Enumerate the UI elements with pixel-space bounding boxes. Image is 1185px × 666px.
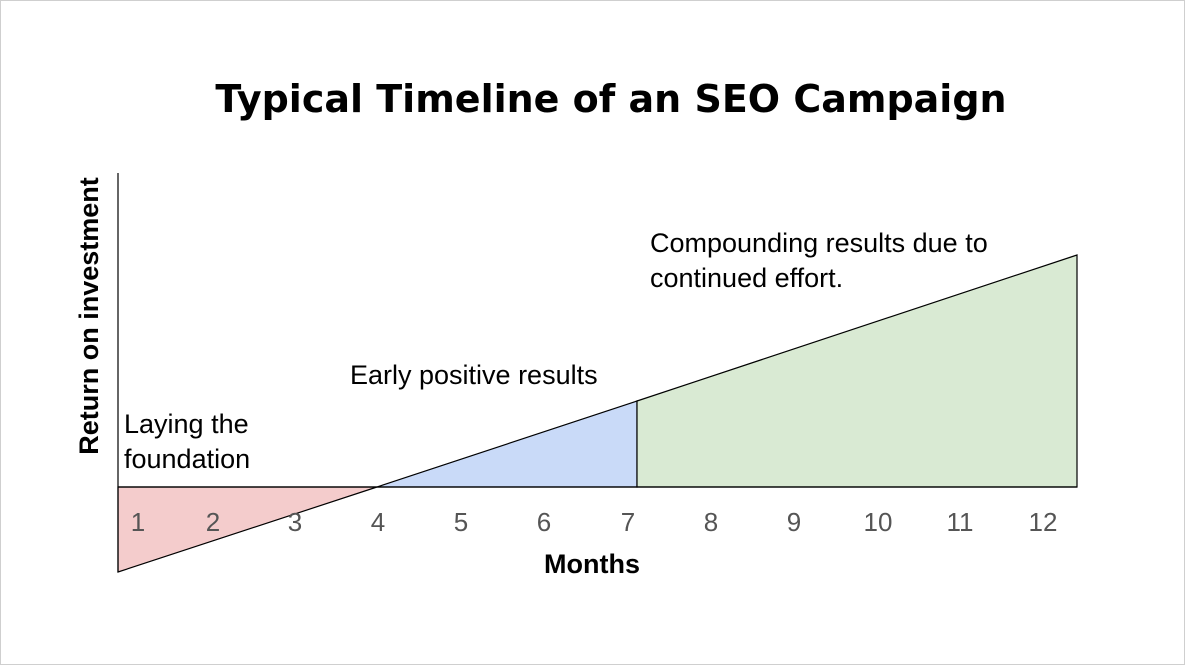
x-tick-5: 5 — [454, 507, 468, 537]
phase-foundation-area — [117, 486, 378, 573]
x-tick-12: 12 — [1029, 507, 1058, 537]
x-tick-10: 10 — [864, 507, 893, 537]
phase-early-results: Early positive results — [350, 360, 638, 488]
x-tick-1: 1 — [131, 507, 145, 537]
phase-foundation-label-line2: foundation — [124, 444, 250, 474]
phase-compounding-label-line1: Compounding results due to — [650, 228, 988, 258]
phase-early-results-label: Early positive results — [350, 360, 598, 390]
x-tick-2: 2 — [206, 507, 220, 537]
x-tick-6: 6 — [537, 507, 551, 537]
x-tick-3: 3 — [288, 507, 302, 537]
x-tick-9: 9 — [787, 507, 801, 537]
phase-early-results-area — [376, 400, 638, 488]
x-tick-4: 4 — [371, 507, 385, 537]
y-axis-label: Return on investment — [74, 177, 104, 455]
x-tick-11: 11 — [947, 507, 974, 537]
x-axis-label: Months — [544, 549, 640, 579]
phase-foundation-label-line1: Laying the — [124, 409, 249, 439]
phase-foundation: Laying the foundation — [117, 409, 378, 573]
chart-title: Typical Timeline of an SEO Campaign — [215, 77, 1006, 121]
phase-compounding: Compounding results due to continued eff… — [636, 228, 1078, 488]
x-tick-7: 7 — [621, 507, 635, 537]
phase-compounding-label-line2: continued effort. — [650, 263, 843, 293]
x-axis-ticks: 1 2 3 4 5 6 7 8 9 10 11 12 — [131, 507, 1058, 537]
x-tick-8: 8 — [704, 507, 718, 537]
